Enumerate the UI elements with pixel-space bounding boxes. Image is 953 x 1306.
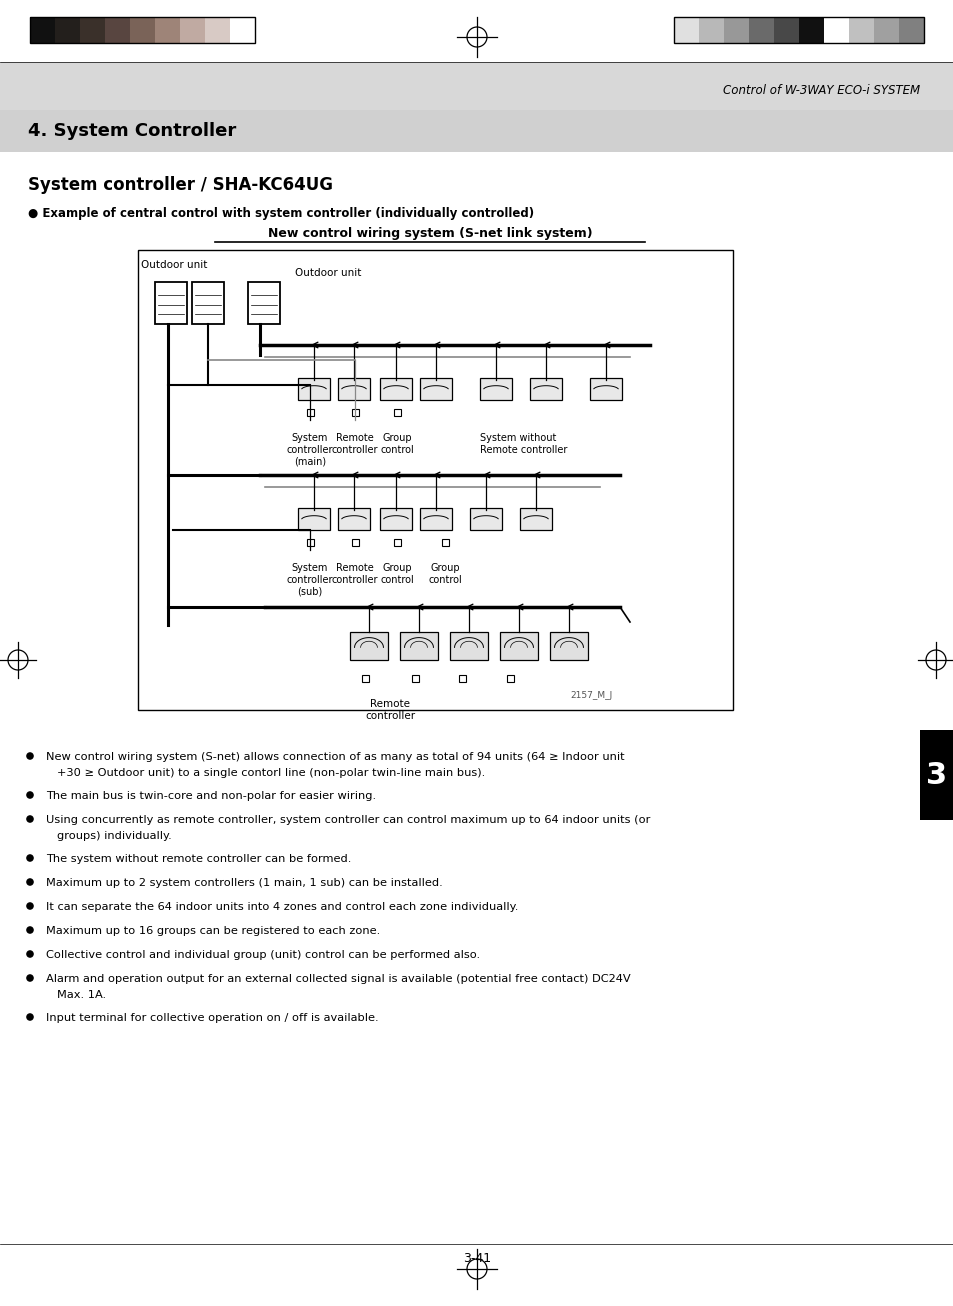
Text: Remote
controller: Remote controller <box>332 563 377 585</box>
Bar <box>519 508 552 530</box>
Text: Control of W-3WAY ECO-i SYSTEM: Control of W-3WAY ECO-i SYSTEM <box>722 84 919 97</box>
Bar <box>530 377 561 400</box>
Bar <box>419 508 452 530</box>
Bar <box>0 61 953 110</box>
Bar <box>297 508 330 530</box>
Bar <box>105 17 130 43</box>
Bar <box>699 17 723 43</box>
Text: 3: 3 <box>925 760 946 790</box>
Text: System
controller
(sub): System controller (sub) <box>287 563 333 597</box>
Text: Group
control: Group control <box>379 434 414 454</box>
Circle shape <box>26 974 33 982</box>
Bar <box>458 675 465 682</box>
Bar <box>506 675 514 682</box>
Bar <box>479 377 512 400</box>
Text: It can separate the 64 indoor units into 4 zones and control each zone individua: It can separate the 64 indoor units into… <box>46 902 517 912</box>
Bar <box>352 409 358 417</box>
Circle shape <box>26 1013 33 1021</box>
Text: Maximum up to 16 groups can be registered to each zone.: Maximum up to 16 groups can be registere… <box>46 926 380 936</box>
Bar <box>873 17 898 43</box>
Bar <box>297 377 330 400</box>
Bar <box>337 377 370 400</box>
Bar <box>307 539 314 546</box>
Bar <box>350 632 388 660</box>
Text: New control wiring system (S-net link system): New control wiring system (S-net link sy… <box>268 227 592 240</box>
Circle shape <box>26 926 33 934</box>
Circle shape <box>26 902 33 910</box>
Bar <box>230 17 254 43</box>
Circle shape <box>26 951 33 957</box>
Bar <box>441 539 449 546</box>
Bar <box>399 632 437 660</box>
Bar <box>823 17 848 43</box>
Bar <box>379 377 412 400</box>
Bar <box>799 17 823 43</box>
Text: Group
control: Group control <box>428 563 461 585</box>
Bar <box>192 282 224 324</box>
Text: Maximum up to 2 system controllers (1 main, 1 sub) can be installed.: Maximum up to 2 system controllers (1 ma… <box>46 878 442 888</box>
Bar <box>394 409 400 417</box>
Text: Outdoor unit: Outdoor unit <box>294 268 361 278</box>
Bar <box>898 17 923 43</box>
Circle shape <box>26 854 33 862</box>
Bar <box>138 249 732 710</box>
Bar <box>450 632 488 660</box>
Bar <box>673 17 923 43</box>
Text: Collective control and individual group (unit) control can be performed also.: Collective control and individual group … <box>46 949 479 960</box>
Bar <box>130 17 154 43</box>
Text: The system without remote controller can be formed.: The system without remote controller can… <box>46 854 351 865</box>
Text: Alarm and operation output for an external collected signal is available (potent: Alarm and operation output for an extern… <box>46 974 630 983</box>
Bar <box>748 17 773 43</box>
Text: +30 ≥ Outdoor unit) to a single contorl line (non-polar twin-line main bus).: +30 ≥ Outdoor unit) to a single contorl … <box>57 768 485 778</box>
Text: Outdoor unit: Outdoor unit <box>141 260 207 270</box>
Text: Max. 1A.: Max. 1A. <box>57 990 106 1000</box>
Bar <box>205 17 230 43</box>
Circle shape <box>26 815 33 823</box>
Text: Remote
controller: Remote controller <box>365 699 415 721</box>
Bar <box>589 377 621 400</box>
Bar <box>30 17 55 43</box>
Bar <box>154 282 187 324</box>
Text: 2157_M_J: 2157_M_J <box>569 691 612 700</box>
Bar <box>412 675 418 682</box>
Bar <box>773 17 799 43</box>
Text: System controller / SHA-KC64UG: System controller / SHA-KC64UG <box>28 176 333 195</box>
Bar <box>307 409 314 417</box>
Circle shape <box>26 878 33 885</box>
Bar <box>361 675 369 682</box>
Text: 4. System Controller: 4. System Controller <box>28 121 236 140</box>
Bar <box>154 17 180 43</box>
Text: Using concurrently as remote controller, system controller can control maximum u: Using concurrently as remote controller,… <box>46 815 650 825</box>
Bar <box>919 730 953 820</box>
Text: ● Example of central control with system controller (individually controlled): ● Example of central control with system… <box>28 206 534 219</box>
Text: Remote
controller: Remote controller <box>332 434 377 454</box>
Bar <box>0 110 953 151</box>
Bar <box>419 377 452 400</box>
Bar <box>55 17 80 43</box>
Bar <box>673 17 699 43</box>
Circle shape <box>26 791 33 799</box>
Text: New control wiring system (S-net) allows connection of as many as total of 94 un: New control wiring system (S-net) allows… <box>46 752 624 761</box>
Text: 3-41: 3-41 <box>462 1251 491 1264</box>
Circle shape <box>26 752 33 760</box>
Bar <box>337 508 370 530</box>
Bar <box>499 632 537 660</box>
Text: System without
Remote controller: System without Remote controller <box>479 434 567 454</box>
Bar <box>30 17 254 43</box>
Bar <box>379 508 412 530</box>
Bar <box>352 539 358 546</box>
Bar <box>723 17 748 43</box>
Bar <box>80 17 105 43</box>
Bar <box>394 539 400 546</box>
Bar <box>550 632 587 660</box>
Text: groups) individually.: groups) individually. <box>57 831 172 841</box>
Text: Group
control: Group control <box>379 563 414 585</box>
Bar <box>848 17 873 43</box>
Bar <box>180 17 205 43</box>
Bar <box>248 282 280 324</box>
Text: The main bus is twin-core and non-polar for easier wiring.: The main bus is twin-core and non-polar … <box>46 791 375 801</box>
Text: Input terminal for collective operation on / off is available.: Input terminal for collective operation … <box>46 1013 378 1023</box>
Bar <box>470 508 501 530</box>
Text: System
controller
(main): System controller (main) <box>287 434 333 466</box>
